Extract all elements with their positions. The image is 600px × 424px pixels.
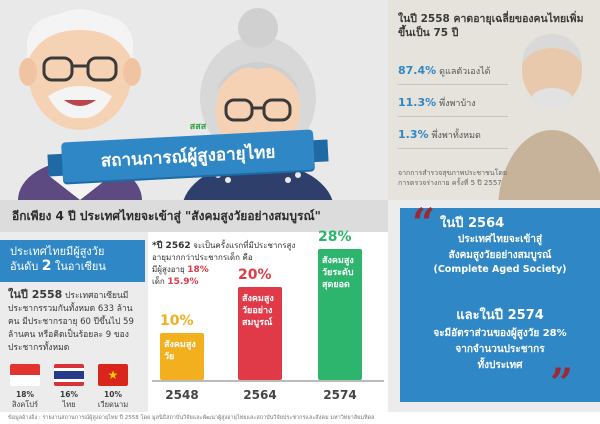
flag-label-vietnam: 10% เวียดนาม	[93, 390, 133, 410]
headline-banner: อีกเพียง 4 ปี ประเทศไทยจะเข้าสู่ "สังคมส…	[0, 200, 388, 232]
flag-country: สิงคโปร์	[11, 400, 39, 409]
asean-rank-box: ประเทศไทยมีผู้สูงวัย อันดับ 2 ในอาเซียน	[0, 240, 145, 282]
note-elderly-label: มีผู้สูงอายุ	[152, 265, 185, 274]
stat-label: ดูแลตัวเองได้	[439, 67, 491, 77]
bar-label: สังคมสูงวัย	[164, 340, 196, 362]
bar-2564	[238, 287, 282, 380]
asean-population-text: ในปี 2558 ประเทศอาเซียนมีประชากรรวมกันทั…	[0, 288, 145, 355]
stat-label: พึ่งพาทั้งหมด	[431, 131, 481, 141]
bar-label: สังคมสูงวัยระดับสุดยอด	[322, 256, 354, 290]
note-prefix: *ปี 2562	[152, 241, 191, 251]
aged-year-2574: และในปี 2574	[456, 308, 544, 323]
divider	[398, 148, 508, 149]
thaihealth-logo: สสส	[189, 122, 207, 132]
stat-pct: 11.3%	[398, 96, 437, 109]
divider	[398, 116, 508, 117]
aged-line4: (Complete Aged Society)	[433, 264, 567, 275]
note-child-label: เด็ก	[152, 277, 165, 286]
flag-pct: 16%	[60, 390, 78, 399]
population-year: ในปี 2558	[8, 288, 63, 301]
population-body: ประเทศอาเซียนมีประชากรรวมกันทั้งหมด 633 …	[8, 291, 134, 353]
stat-pct: 87.4%	[398, 64, 437, 77]
x-axis-line	[152, 380, 384, 382]
stat-pct: 1.3%	[398, 128, 429, 141]
bar-label: สังคมสูงวัยอย่างสมบูรณ์	[242, 294, 274, 328]
flag-pct: 18%	[16, 390, 34, 399]
note-text: จะเป็นครั้งแรกที่มีประชากรสูงอายุมากกว่า…	[152, 241, 296, 262]
singapore-flag-icon	[10, 364, 40, 386]
stat-full-dependent: 1.3% พึ่งพาทั้งหมด	[398, 128, 481, 142]
stat-partial-dependent: 11.3% พึ่งพาบ้าง	[398, 96, 476, 110]
flag-country: ไทย	[62, 400, 76, 409]
bar-2548	[160, 333, 204, 380]
flag-label-singapore: 18% สิงคโปร์	[5, 390, 45, 410]
footer-reference: ข้อมูลอ้างอิง : รายงานสถานการณ์ผู้สูงอาย…	[0, 412, 600, 424]
aged-society-panel: “ ในปี 2564 ประเทศไทยจะเข้าสู่ สังคมสูงว…	[400, 204, 600, 407]
bar-value-label: 20%	[238, 267, 272, 283]
asean-line1: ประเทศไทยมีผู้สูงวัย	[10, 245, 105, 258]
thailand-flag-icon	[54, 364, 84, 386]
flag-label-thailand: 16% ไทย	[49, 390, 89, 410]
divider	[398, 84, 508, 85]
asean-line2: อันดับ 2 ในอาเซียน	[10, 259, 135, 274]
aged-line6: จะมีอัตราส่วนของผู้สูงวัย 28%	[433, 328, 567, 339]
vietnam-flag-icon: ★	[98, 364, 128, 386]
rank-number: 2	[41, 258, 52, 274]
aged-year-2564: ในปี 2564	[440, 216, 505, 231]
stat-self-care: 87.4% ดูแลตัวเองได้	[398, 64, 490, 78]
bar-value-label: 28%	[318, 229, 352, 245]
flag-pct: 10%	[104, 390, 122, 399]
x-tick-label: 2548	[165, 388, 199, 402]
note-elderly-value: 18%	[187, 265, 209, 275]
bar-2574	[318, 249, 362, 380]
note-child-value: 15.9%	[167, 277, 199, 287]
x-tick-label: 2574	[323, 388, 357, 402]
flag-country: เวียดนาม	[97, 400, 129, 409]
life-expectancy-heading: ในปี 2558 คาดอายุเฉลี่ยของคนไทยเพิ่มขึ้น…	[398, 13, 584, 39]
aged-line8: ทั้งประเทศ	[477, 360, 523, 371]
chart-note: *ปี 2562 จะเป็นครั้งแรกที่มีประชากรสูงอา…	[152, 240, 302, 288]
bar-value-label: 10%	[160, 313, 194, 329]
x-tick-label: 2564	[243, 388, 277, 402]
open-quote-icon: “	[412, 200, 436, 247]
close-quote-icon: ”	[550, 360, 574, 407]
rank-suffix: ในอาเซียน	[55, 260, 106, 273]
survey-source: จากการสำรวจสุขภาพประชาชนโดยการตรวจร่างกา…	[398, 169, 507, 187]
aged-line7: จากจำนวนประชากร	[455, 344, 545, 355]
aged-line2: ประเทศไทยจะเข้าสู่	[457, 234, 543, 245]
rank-prefix: อันดับ	[10, 260, 39, 273]
aged-line3: สังคมสูงวัยอย่างสมบูรณ์	[448, 250, 552, 261]
stat-label: พึ่งพาบ้าง	[439, 99, 476, 109]
